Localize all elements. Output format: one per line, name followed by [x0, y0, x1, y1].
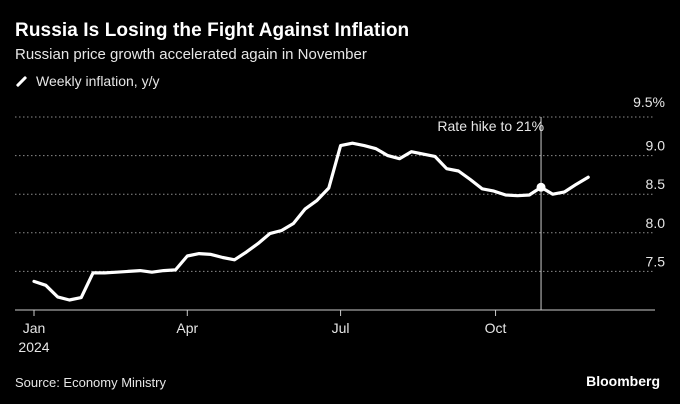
chart-subtitle: Russian price growth accelerated again i… [15, 46, 367, 63]
x-tick-label: Jan [23, 320, 46, 336]
chart-title: Russia Is Losing the Fight Against Infla… [15, 20, 410, 41]
x-tick-sublabel: 2024 [18, 339, 49, 355]
x-tick-label: Apr [176, 320, 198, 336]
legend-label: Weekly inflation, y/y [36, 73, 160, 89]
annotation-layer: Rate hike to 21% [437, 117, 544, 310]
x-axis: Jan 2024 Apr Jul Oct [15, 309, 655, 355]
bloomberg-logo: Bloomberg [586, 373, 660, 389]
series-layer [32, 141, 590, 302]
legend: Weekly inflation, y/y [15, 73, 159, 89]
source-note: Source: Economy Ministry [15, 375, 166, 390]
y-tick-label: 9.0 [646, 138, 666, 154]
y-tick-label: 9.5% [633, 94, 665, 110]
y-tick-label: 7.5 [646, 253, 666, 269]
x-tick-label: Oct [485, 320, 507, 336]
grid-lines [15, 116, 655, 272]
annotation-label: Rate hike to 21% [437, 118, 544, 134]
x-tick-label: Jul [332, 320, 350, 336]
weekly-inflation-line [32, 141, 590, 302]
y-tick-label: 8.0 [646, 215, 666, 231]
annotation-marker [536, 182, 546, 192]
y-tick-label: 8.5 [646, 176, 666, 192]
y-axis: 7.5 8.0 8.5 9.0 9.5% [633, 94, 665, 269]
